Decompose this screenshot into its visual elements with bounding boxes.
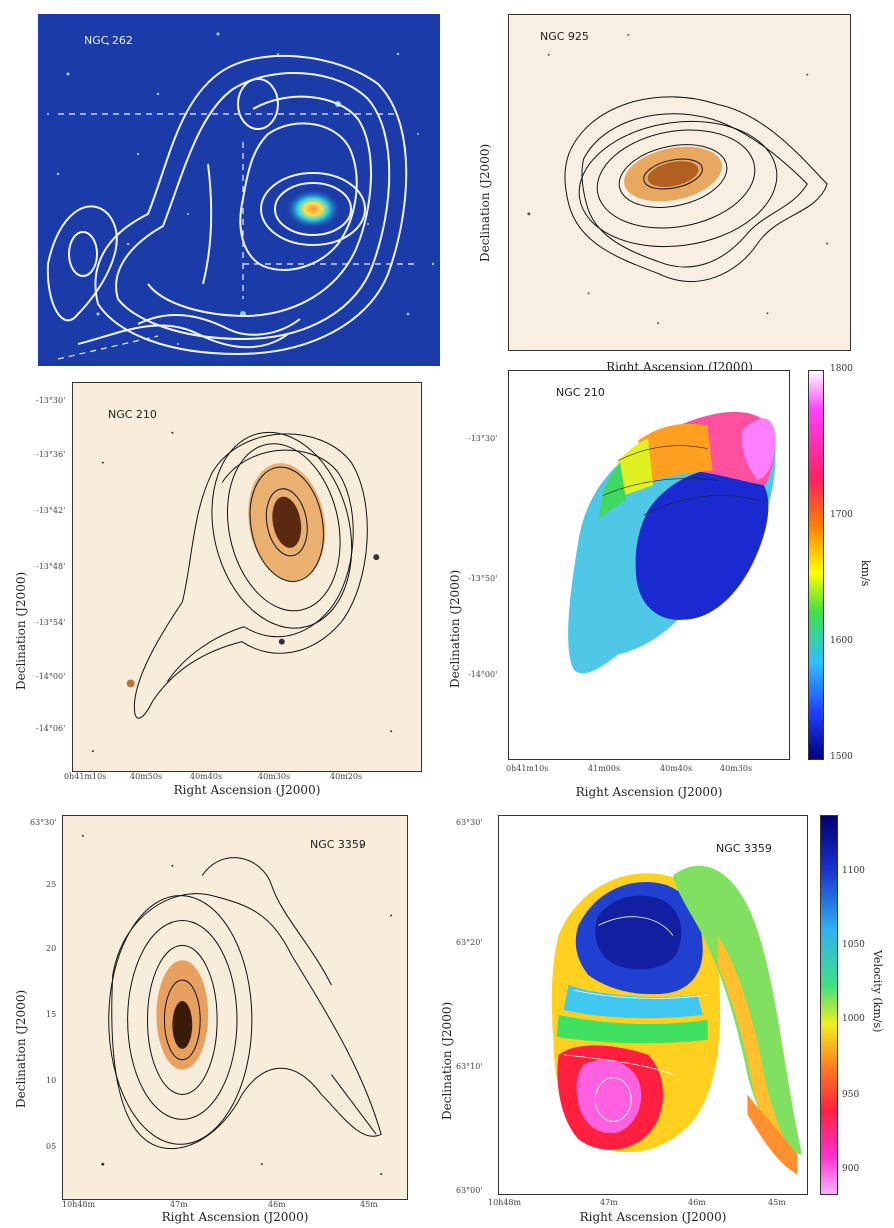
ngc3359-cbar-tick: 950 — [842, 1090, 860, 1100]
ngc3359-contour-map — [63, 816, 407, 1199]
ngc210-vel-ytick: -14°00' — [468, 670, 498, 679]
ngc3359-cbar-tick: 900 — [842, 1164, 860, 1174]
ngc210-map-xtick: 40m50s — [130, 772, 163, 781]
ngc210-velocity-map — [509, 371, 789, 759]
ngc210-map-xlabel: Right Ascension (J2000) — [173, 783, 321, 797]
ngc3359-map-ytick: 63°30' — [30, 818, 57, 827]
ngc3359-vel-ylabel: Declination (J2000) — [440, 1001, 454, 1120]
ngc210-cbar-unit: km/s — [859, 560, 872, 587]
ngc3359-vel-xtick: 47m — [600, 1198, 618, 1207]
ngc210-vel-xtick: 0h41m10s — [506, 764, 549, 773]
ngc3359-image — [62, 815, 408, 1200]
ngc210-vel-xtick: 40m40s — [660, 764, 693, 773]
ngc210-cbar-tick: 1700 — [830, 510, 853, 520]
ngc210-map-ytick: -13°36' — [36, 450, 66, 459]
ngc3359-velocity-field — [498, 815, 808, 1195]
ngc210-velocity-field — [508, 370, 790, 760]
ngc3359-map-xlabel: Right Ascension (J2000) — [161, 1210, 309, 1224]
ngc3359-map-ytick: 10 — [46, 1076, 57, 1085]
ngc925-ylabel: Declination (J2000) — [478, 143, 492, 262]
ngc3359-map-ytick: 15 — [46, 1010, 57, 1019]
ngc210-map-ytick: -13°42' — [36, 506, 66, 515]
ngc3359-map-xtick: 47m — [170, 1200, 188, 1209]
ngc210-vel-ylabel: Declination (J2000) — [448, 569, 462, 688]
ngc3359-vel-ytick: 63°00' — [456, 1186, 483, 1195]
ngc3359-vel-ytick: 63°10' — [456, 1062, 483, 1071]
ngc925-name: NGC 925 — [540, 30, 589, 43]
ngc3359-map-xtick: 46m — [268, 1200, 286, 1209]
ngc210-vel-ytick: -13°30' — [468, 434, 498, 443]
ngc262-name: NGC 262 — [84, 34, 133, 47]
ngc210-map-ytick: -14°00' — [36, 672, 66, 681]
ngc3359-cbar-unit: Velocity (km/s) — [871, 950, 884, 1033]
ngc210-cbar-tick: 1800 — [830, 364, 853, 374]
ngc3359-map-ylabel: Declination (J2000) — [14, 989, 28, 1108]
ngc3359-map-name: NGC 3359 — [310, 838, 366, 851]
ngc3359-vel-xtick: 45m — [768, 1198, 786, 1207]
ngc3359-cbar-tick: 1100 — [842, 866, 865, 876]
ngc210-map-ylabel: Declination (J2000) — [14, 571, 28, 690]
ngc925-image — [508, 14, 851, 351]
ngc210-vel-xtick: 40m30s — [720, 764, 753, 773]
ngc3359-map-xtick: 10h48m — [62, 1200, 96, 1209]
ngc3359-map-ytick: 05 — [46, 1142, 57, 1151]
ngc210-cbar-tick: 1500 — [830, 752, 853, 762]
ngc210-image — [72, 382, 422, 772]
ngc210-vel-ytick: -13°50' — [468, 574, 498, 583]
ngc210-colorbar — [808, 370, 824, 760]
ngc210-map-ytick: -13°54' — [36, 618, 66, 627]
ngc3359-map-ytick: 25 — [46, 880, 57, 889]
ngc210-map-xtick: 40m20s — [330, 772, 363, 781]
ngc210-vel-name: NGC 210 — [556, 386, 605, 399]
ngc210-map-name: NGC 210 — [108, 408, 157, 421]
ngc3359-velocity-map — [499, 816, 807, 1194]
ngc210-map-ytick: -14°06' — [36, 724, 66, 733]
ngc3359-colorbar — [820, 815, 838, 1195]
ngc210-map-ytick: -13°48' — [36, 562, 66, 571]
ngc3359-map-ytick: 20 — [46, 944, 57, 953]
ngc3359-vel-name: NGC 3359 — [716, 842, 772, 855]
ngc210-map-xtick: 0h41m10s — [64, 772, 107, 781]
ngc262-contour-map — [38, 14, 440, 366]
ngc210-map-ytick: -13°30' — [36, 396, 66, 405]
ngc925-contour-map — [509, 15, 850, 350]
ngc210-vel-xtick: 41m00s — [588, 764, 621, 773]
ngc210-contour-map — [73, 383, 421, 771]
ngc3359-vel-xlabel: Right Ascension (J2000) — [579, 1210, 727, 1224]
ngc3359-vel-xtick: 46m — [688, 1198, 706, 1207]
ngc210-vel-xlabel: Right Ascension (J2000) — [575, 785, 723, 799]
ngc3359-vel-xtick: 10h48m — [488, 1198, 522, 1207]
ngc262-image — [38, 14, 440, 366]
ngc3359-cbar-tick: 1050 — [842, 940, 865, 950]
ngc210-map-xtick: 40m40s — [190, 772, 223, 781]
ngc210-cbar-tick: 1600 — [830, 636, 853, 646]
ngc210-map-xtick: 40m30s — [258, 772, 291, 781]
ngc3359-cbar-tick: 1000 — [842, 1014, 865, 1024]
ngc3359-vel-ytick: 63°30' — [456, 818, 483, 827]
ngc3359-map-xtick: 45m — [360, 1200, 378, 1209]
ngc3359-vel-ytick: 63°20' — [456, 938, 483, 947]
